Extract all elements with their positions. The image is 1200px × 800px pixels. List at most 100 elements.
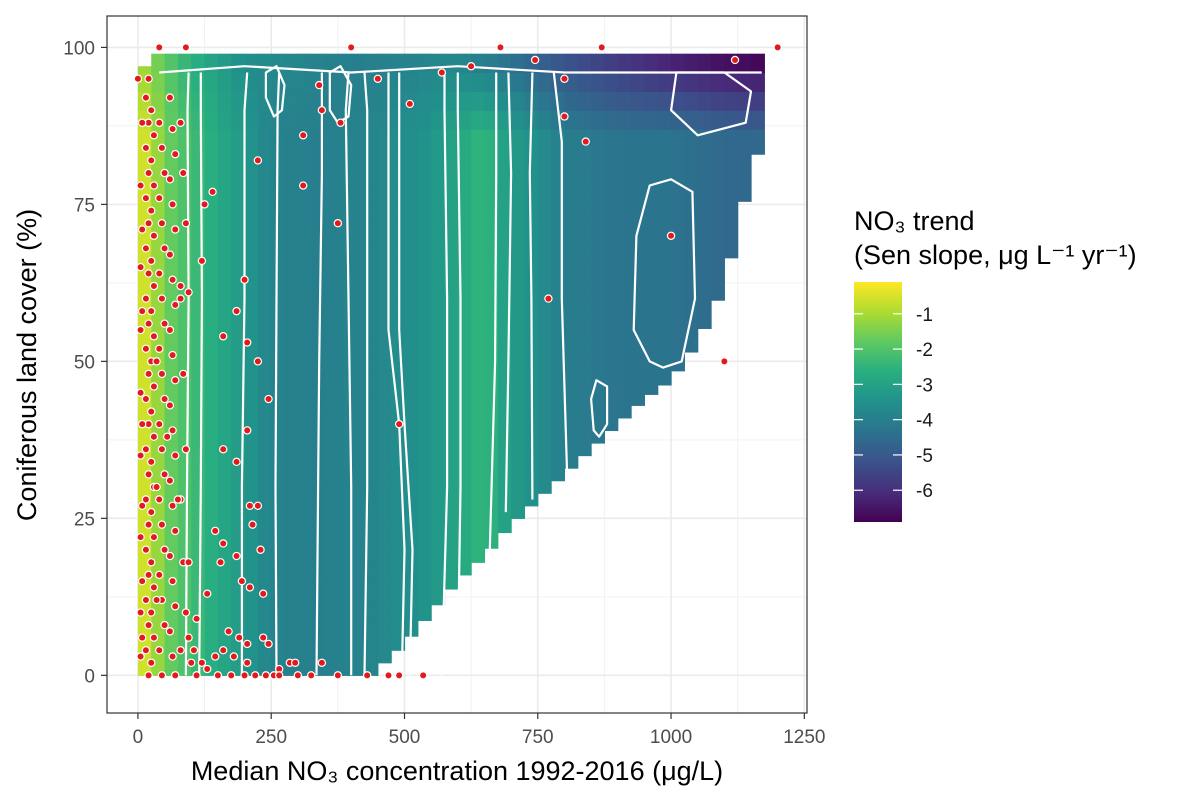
surface-tile [724,129,739,149]
surface-tile [297,468,312,488]
site-point [149,532,159,542]
surface-tile [431,486,446,507]
surface-tile [217,298,232,319]
surface-tile [684,129,699,149]
surface-tile [564,185,579,205]
surface-tile [377,618,392,639]
surface-tile [231,185,246,205]
surface-tile [377,185,392,205]
site-point [211,526,220,536]
site-point [157,671,167,680]
surface-tile [577,317,592,337]
surface-tile [177,129,192,149]
surface-tile [697,279,712,300]
surface-tile [631,129,645,149]
surface-tile [631,336,645,356]
surface-tile [271,449,286,469]
legend-tick-label: -3 [916,375,933,396]
site-point [171,671,180,680]
surface-tile [324,242,339,262]
site-point [155,495,164,504]
surface-tile [257,336,272,356]
surface-tile [471,411,486,432]
surface-tile [284,166,299,187]
site-point [264,639,273,649]
site-point [208,187,217,197]
surface-tile [217,468,232,488]
surface-tile [617,242,632,262]
surface-tile [404,411,419,432]
surface-tile [617,317,632,337]
surface-tile [684,72,699,92]
site-point [160,168,169,178]
surface-tile [564,411,579,432]
surface-tile [231,279,246,300]
surface-tile [577,166,592,187]
surface-tile [351,204,366,224]
surface-tile [564,430,579,450]
surface-tile [471,298,486,319]
surface-tile [271,562,286,582]
site-point [245,583,255,592]
surface-tile [457,543,472,563]
surface-tile [297,486,312,507]
surface-tile [217,336,232,356]
surface-tile [551,260,566,281]
surface-tile [244,129,259,149]
surface-tile [697,72,712,92]
surface-tile [471,468,486,488]
surface-tile [191,355,206,375]
surface-tile [471,242,486,262]
surface-tile [351,524,366,545]
site-point [147,558,156,567]
surface-tile [631,147,645,168]
surface-tile [471,317,486,337]
surface-tile [271,505,286,526]
surface-tile [471,355,486,375]
surface-tile [537,91,552,111]
surface-tile [191,430,206,450]
surface-tile [231,242,246,262]
site-point [219,332,228,341]
surface-tile [631,242,645,262]
surface-tile [444,242,459,262]
site-point [394,671,404,680]
surface-tile [404,298,419,319]
surface-tile [191,581,206,601]
surface-tile [617,298,632,319]
site-point [144,520,153,529]
site-point [165,250,175,259]
surface-tile [177,147,192,168]
site-point [147,156,156,165]
surface-tile [751,91,765,111]
site-point [137,306,147,316]
surface-tile [551,279,566,300]
surface-tile [177,317,192,337]
surface-tile [631,53,645,74]
surface-tile [644,392,659,395]
surface-tile [364,637,379,658]
site-point [184,633,193,642]
surface-tile [284,147,299,168]
surface-tile [671,298,685,319]
surface-tile [631,279,645,300]
surface-tile [404,430,419,450]
site-point [437,68,447,77]
surface-tile [497,260,512,281]
site-point [144,470,153,479]
surface-tile [591,260,606,281]
surface-tile [391,581,406,601]
surface-tile [164,336,179,356]
site-point [293,671,303,680]
surface-tile [337,562,352,582]
surface-tile [324,336,339,356]
surface-tile [551,373,566,394]
site-point [136,181,145,190]
surface-tile [724,147,739,168]
site-point [136,325,145,335]
surface-tile [297,185,312,205]
site-point [136,262,145,272]
surface-tile [231,260,246,281]
site-point [136,532,145,542]
surface-tile [311,147,326,168]
